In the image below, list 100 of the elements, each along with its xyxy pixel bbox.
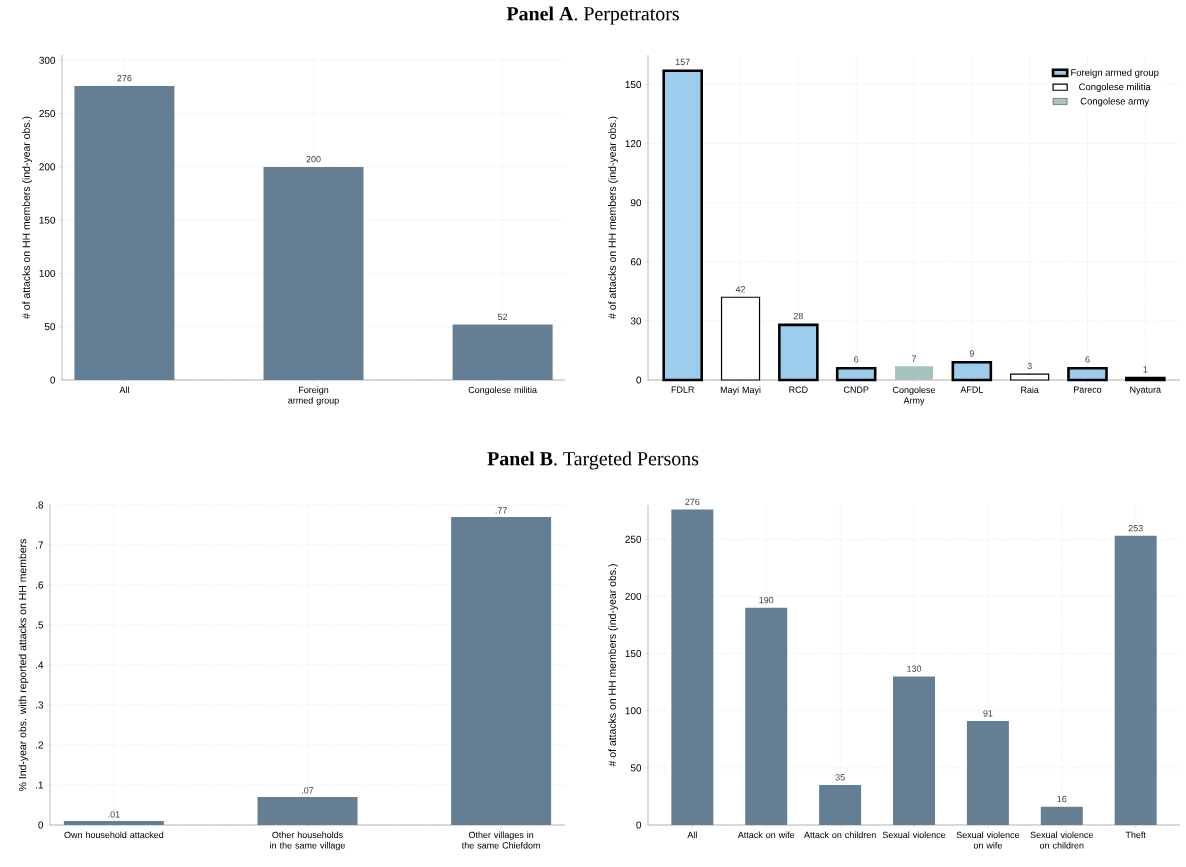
x-tick-label: RCD — [789, 386, 808, 393]
y-tick-label: 100 — [39, 269, 56, 277]
x-tick-label: Attack on children — [804, 831, 876, 839]
y-tick-label: 0 — [38, 821, 44, 829]
x-tick-label: Theft — [1125, 831, 1146, 839]
data-label: 16 — [1057, 795, 1067, 803]
bar — [819, 785, 862, 825]
chart-title: Panel A. Perpetrators — [506, 6, 679, 25]
bar — [263, 166, 364, 380]
data-label: 157 — [675, 58, 690, 66]
y-tick-label: 50 — [630, 764, 642, 772]
legend-label: Congolese militia — [1079, 83, 1151, 93]
x-tick-label: AFDL — [960, 386, 983, 393]
data-label: 42 — [735, 286, 746, 293]
bar — [720, 296, 761, 381]
y-tick-label: 100 — [625, 707, 642, 715]
y-tick-label: .8 — [36, 501, 44, 509]
x-tick-label: Mayi Mayi — [720, 386, 761, 395]
y-tick-label: 0 — [636, 821, 642, 829]
bar — [1040, 806, 1083, 825]
y-tick-label: 150 — [625, 650, 642, 658]
bar — [257, 797, 358, 825]
bar — [63, 821, 164, 825]
data-label: 91 — [983, 710, 993, 717]
x-tick-label: Sexual violence — [882, 831, 946, 839]
bar — [1010, 373, 1050, 381]
x-tick-label: Raia — [1021, 386, 1039, 394]
data-label: 52 — [497, 313, 508, 321]
data-label: 6 — [854, 356, 859, 363]
legend-label: Foreign armed group — [1071, 68, 1159, 78]
data-label: 7 — [911, 355, 917, 362]
data-label: 28 — [793, 312, 803, 320]
x-tick-label: CNDP — [843, 386, 869, 393]
bar — [671, 509, 714, 825]
y-tick-label: 200 — [625, 592, 642, 600]
x-tick-label: Nyatura — [1130, 386, 1162, 395]
x-tick-label: All — [687, 831, 697, 839]
y-tick-label: 50 — [44, 323, 56, 331]
bar — [1067, 366, 1108, 382]
legend-label: Congolese army — [1080, 97, 1150, 107]
y-tick-label: 200 — [39, 163, 56, 171]
data-label: 3 — [1027, 362, 1032, 370]
y-tick-label: .4 — [36, 661, 44, 669]
data-label: 253 — [1128, 524, 1143, 532]
x-tick-label: Other villages in the same Chiefdom — [461, 831, 540, 849]
bar — [452, 324, 553, 380]
y-tick-label: 0 — [636, 376, 642, 384]
x-tick-label: Own household attacked — [64, 831, 164, 839]
bar — [951, 360, 993, 382]
bar — [966, 721, 1009, 825]
y-tick-label: 250 — [39, 110, 56, 118]
y-tick-label: 90 — [630, 199, 642, 207]
y-tick-label: .7 — [36, 541, 43, 549]
chart-title: Panel B. Targeted Persons — [487, 451, 699, 470]
y-tick-label: .6 — [36, 581, 44, 589]
data-label: 9 — [969, 350, 974, 357]
y-tick-label: .2 — [36, 741, 43, 749]
y-tick-label: 30 — [630, 317, 642, 325]
x-tick-label: Pareco — [1074, 386, 1102, 393]
data-label: 130 — [907, 665, 922, 672]
y-axis-title: % Ind-year obs. with reported attacks on HH members — [18, 539, 29, 791]
x-tick-label: Congolese militia — [468, 386, 537, 395]
x-tick-label: Sexual violence on children — [1030, 831, 1094, 849]
bar — [1114, 535, 1157, 825]
y-axis-title: # of attacks on HH members (ind-year obs.) — [22, 116, 33, 319]
bar — [745, 607, 788, 825]
x-tick-label: Sexual violence on wife — [956, 831, 1020, 849]
x-tick-label: Attack on wife — [737, 831, 795, 839]
bar — [895, 366, 934, 380]
data-label: .07 — [302, 787, 314, 794]
x-tick-label: Other households in the same village — [270, 831, 345, 851]
data-label: 276 — [685, 498, 700, 506]
bar — [74, 85, 175, 380]
y-tick-label: 120 — [625, 140, 642, 148]
y-tick-label: 150 — [39, 216, 56, 224]
data-label: 200 — [306, 156, 321, 163]
x-tick-label: Congolese Army — [893, 386, 936, 406]
y-tick-label: .3 — [36, 701, 44, 709]
bar — [451, 517, 552, 825]
bar — [893, 676, 936, 825]
y-tick-label: .5 — [36, 621, 44, 629]
y-tick-label: 300 — [39, 56, 56, 64]
x-tick-label: Foreign armed group — [288, 386, 339, 406]
y-tick-label: 150 — [625, 81, 642, 89]
data-label: 35 — [835, 774, 845, 781]
data-label: 1 — [1143, 366, 1148, 373]
data-label: .01 — [108, 811, 120, 818]
y-tick-label: 60 — [630, 258, 642, 266]
data-label: 276 — [117, 75, 132, 82]
y-tick-label: .1 — [36, 781, 44, 789]
x-tick-label: FDLR — [671, 386, 694, 393]
data-label: .77 — [495, 507, 507, 514]
y-axis-title: # of attacks on HH members (ind-year obs.) — [608, 116, 619, 319]
bar — [662, 69, 703, 382]
x-tick-label: All — [119, 386, 129, 393]
y-tick-label: 0 — [50, 376, 56, 384]
data-label: 190 — [759, 596, 774, 604]
bar — [778, 323, 819, 382]
y-tick-label: 250 — [625, 535, 642, 543]
bar — [835, 366, 877, 382]
